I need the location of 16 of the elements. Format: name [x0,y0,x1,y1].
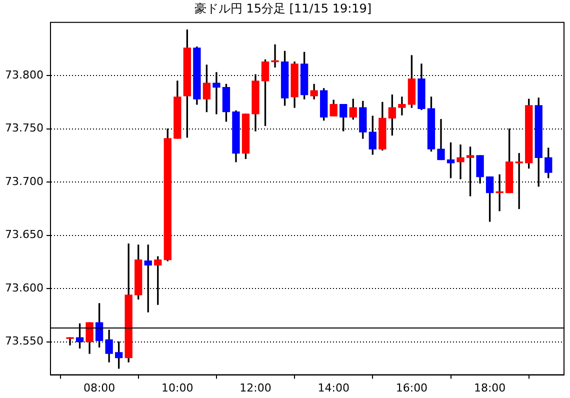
candlestick [398,96,406,116]
y-tick-label: 73.750 [4,122,44,135]
x-tick-label: 12:00 [240,381,272,394]
chart-title: 豪ドル円 15分足 [11/15 19:19] [194,1,372,16]
y-tick-label: 73.700 [4,174,44,188]
y-tick-label: 73.800 [4,68,44,82]
candlestick [271,44,279,68]
y-tick-label: 73.650 [4,228,44,242]
x-tick-label: 18:00 [474,381,506,394]
candlestick [456,144,464,180]
y-tick-label: 73.600 [4,281,44,294]
x-tick-label: 10:00 [162,381,194,394]
y-tick-label: 73.550 [4,334,44,348]
x-tick-label: 08:00 [83,381,116,394]
x-tick-label: 16:00 [396,381,428,394]
x-tick-label: 14:00 [318,381,350,394]
